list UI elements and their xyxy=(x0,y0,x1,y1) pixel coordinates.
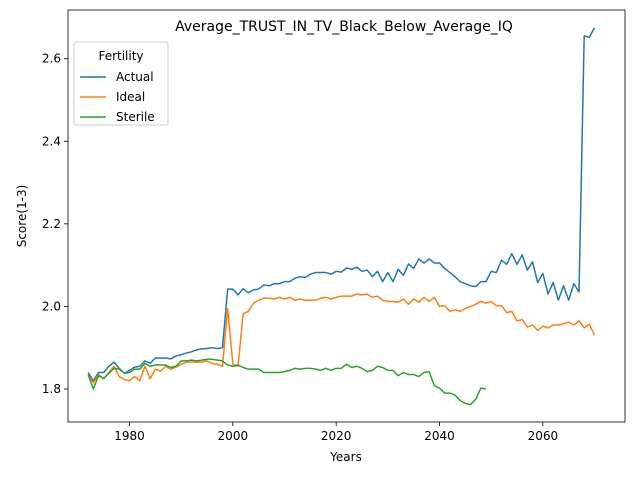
y-tick-label: 1.8 xyxy=(42,382,61,396)
legend: Fertility Actual Ideal Sterile xyxy=(73,41,169,126)
x-axis: 1980 2000 2020 2040 2060 xyxy=(114,422,558,443)
y-tick-label: 2.2 xyxy=(42,217,61,231)
x-tick-label: 2040 xyxy=(424,429,455,443)
legend-box xyxy=(73,41,169,126)
x-axis-label: Years xyxy=(329,450,362,464)
y-tick-label: 2.0 xyxy=(42,299,61,313)
y-axis-label: Score(1-3) xyxy=(15,185,29,248)
legend-label-ideal: Ideal xyxy=(116,90,145,104)
plot-frame xyxy=(67,9,626,423)
x-tick-label: 2060 xyxy=(528,429,559,443)
chart-title: Average_TRUST_IN_TV_Black_Below_Average_… xyxy=(175,19,513,35)
plot-area xyxy=(87,27,596,406)
series-line-actual xyxy=(87,27,596,382)
x-tick-label: 2000 xyxy=(218,429,249,443)
legend-label-actual: Actual xyxy=(116,70,154,84)
series-line-sterile xyxy=(87,358,487,406)
x-tick-label: 2020 xyxy=(321,429,352,443)
series-line-ideal xyxy=(87,293,596,384)
y-tick-label: 2.4 xyxy=(42,134,61,148)
x-tick-label: 1980 xyxy=(114,429,145,443)
y-tick-label: 2.6 xyxy=(42,52,61,66)
legend-label-sterile: Sterile xyxy=(116,110,155,124)
legend-title: Fertility xyxy=(98,49,143,63)
y-axis: 1.8 2.0 2.2 2.4 2.6 xyxy=(42,52,68,396)
